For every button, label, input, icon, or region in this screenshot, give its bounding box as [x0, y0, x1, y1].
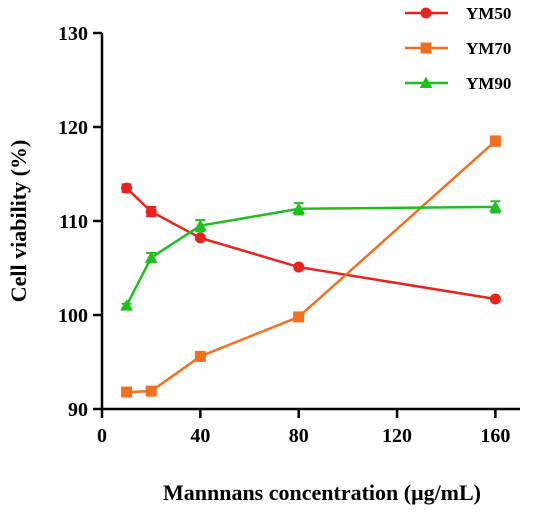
y-tick-label: 130 — [58, 23, 88, 45]
y-tick-label: 90 — [68, 399, 88, 421]
legend: YM50 YM70 YM90 — [405, 4, 511, 93]
legend-label: YM50 — [466, 4, 511, 23]
x-tick-label: 120 — [382, 425, 412, 447]
series-line — [126, 140, 497, 394]
series-ym50 — [121, 182, 501, 305]
y-axis-title: Cell viability (%) — [6, 140, 31, 303]
series-layer — [120, 135, 502, 398]
data-point — [121, 182, 133, 194]
data-point — [489, 135, 501, 147]
x-tick-label: 40 — [190, 425, 210, 447]
legend-marker — [419, 76, 433, 89]
data-point — [194, 232, 206, 244]
series-ym90 — [120, 200, 502, 311]
data-point — [121, 386, 133, 398]
legend-label: YM90 — [466, 74, 511, 93]
legend-label: YM70 — [466, 39, 511, 58]
x-tick-label: 160 — [480, 425, 510, 447]
data-point — [145, 206, 157, 218]
axes — [100, 33, 520, 411]
series-ym70 — [121, 135, 501, 398]
x-axis-title: Mannnans concentration (μg/mL) — [163, 480, 481, 505]
data-point — [293, 261, 305, 273]
x-tick-label: 0 — [97, 425, 107, 447]
x-tick-label: 80 — [289, 425, 309, 447]
data-point — [145, 385, 157, 397]
y-tick-label: 110 — [59, 211, 88, 233]
series-line — [125, 187, 496, 301]
data-point — [489, 200, 502, 212]
legend-marker — [420, 7, 432, 19]
data-point — [293, 311, 305, 323]
data-point — [292, 202, 306, 214]
x-ticks: 0 40 80 120 160 — [97, 409, 510, 447]
data-point — [194, 219, 207, 231]
data-point — [120, 299, 133, 311]
legend-marker — [420, 42, 432, 54]
data-point — [489, 293, 501, 305]
data-point — [144, 251, 158, 263]
data-point — [194, 350, 206, 362]
y-tick-label: 120 — [58, 117, 88, 139]
y-tick-label: 100 — [58, 305, 88, 327]
y-ticks: 90 100 110 120 130 — [58, 23, 102, 421]
